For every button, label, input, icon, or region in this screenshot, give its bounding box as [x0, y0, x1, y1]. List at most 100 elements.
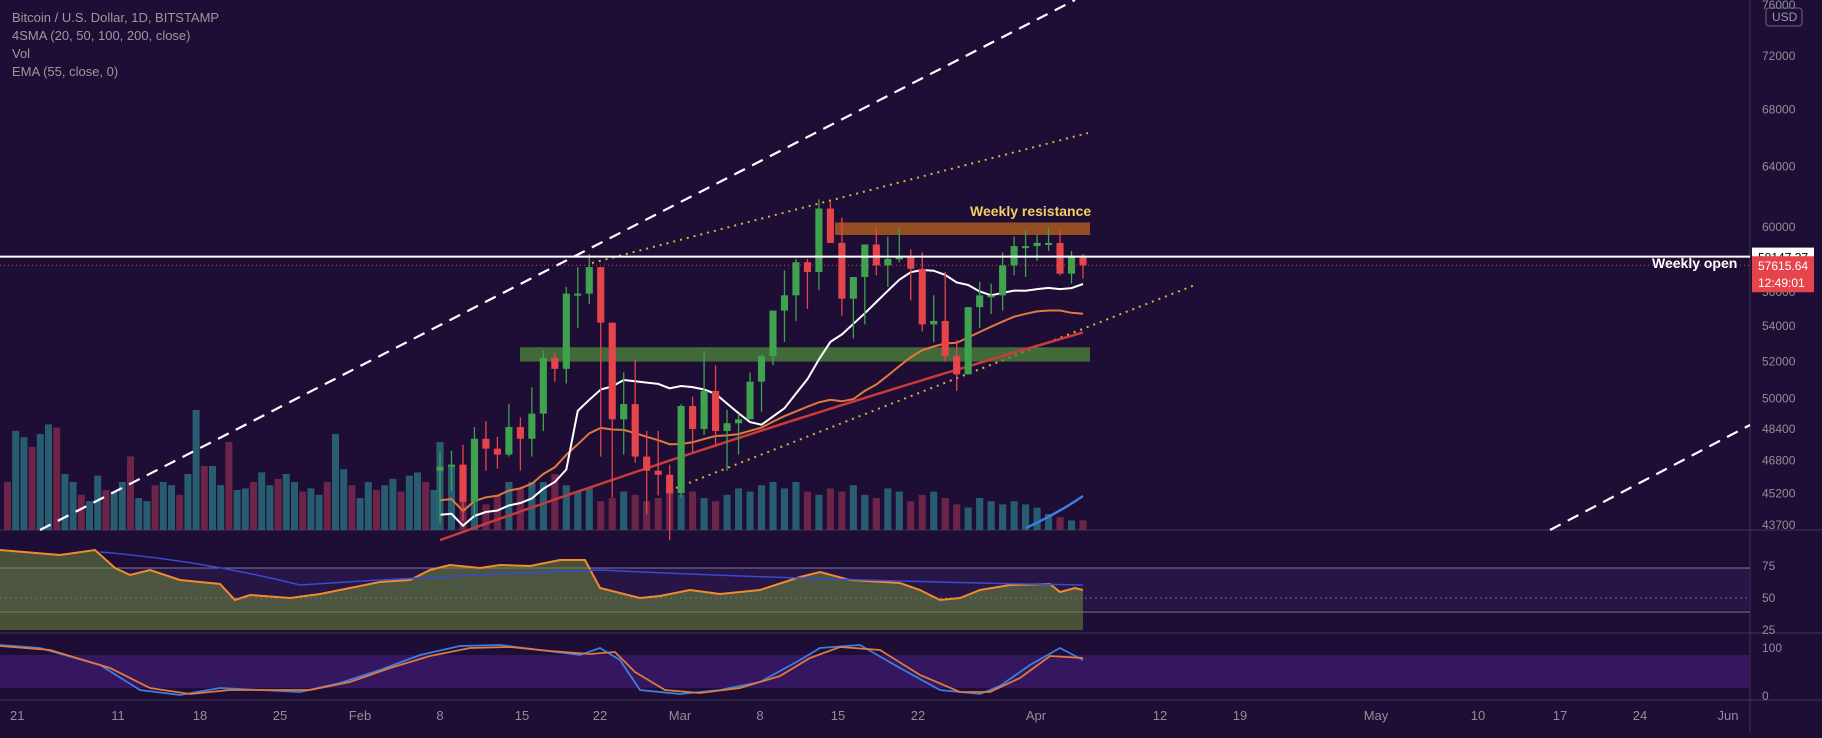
volume-bar: [562, 485, 570, 530]
sma-20-line: [439, 268, 1084, 528]
stoch-k-line: [0, 644, 1084, 696]
volume-bar: [677, 494, 685, 530]
stoch-tick-label: 0: [1762, 689, 1769, 703]
volume-bar: [266, 485, 274, 530]
candle-body: [895, 257, 903, 260]
candle-body: [987, 295, 995, 298]
candle-body: [551, 357, 559, 369]
sma-legend[interactable]: 4SMA (20, 50, 100, 200, close): [12, 28, 191, 43]
volume-bar: [918, 494, 926, 530]
candle-body: [654, 470, 662, 475]
candle-body: [643, 456, 651, 471]
stoch-d-line: [0, 645, 1084, 695]
current-price-tag: [1752, 256, 1814, 293]
volume-ma-line: [1025, 494, 1084, 530]
volume-legend[interactable]: Vol: [12, 46, 31, 61]
volume-bar: [1044, 514, 1053, 530]
volume-bar: [102, 490, 110, 530]
price-tick-label: 52000: [1762, 355, 1796, 369]
volume-bar: [792, 482, 800, 530]
volume-bar: [69, 482, 77, 530]
volume-bar: [551, 474, 559, 530]
rsi-tick-label: 75: [1762, 559, 1776, 573]
countdown-text: 12:49:01: [1758, 276, 1805, 290]
candle-body: [964, 307, 972, 375]
volume-bar: [176, 494, 184, 530]
volume-bar: [608, 498, 616, 530]
volume-bar: [838, 491, 846, 530]
price-tick-label: 68000: [1762, 103, 1796, 117]
rsi-pane: 75 50 25: [0, 548, 1776, 637]
candle-body: [1056, 242, 1064, 274]
price-tick-label: 54000: [1762, 319, 1796, 333]
volume-bar: [987, 501, 995, 530]
volume-bar: [143, 501, 151, 530]
candle-body: [849, 276, 857, 299]
volume-bar: [964, 507, 972, 530]
price-tick-label: 50000: [1762, 391, 1796, 405]
time-axis[interactable]: 21 11 18 25 Feb 8 15 22 Mar 8 15 22 Apr 12 19 May 10 17 24…: [10, 708, 1738, 723]
volume-bar: [769, 482, 777, 530]
candle-body: [447, 464, 456, 467]
volume-bar: [323, 482, 331, 530]
channel-upper-dashed: [39, 0, 1076, 531]
symbol-legend[interactable]: Bitcoin / U.S. Dollar, 1D, BITSTAMP: [12, 10, 220, 25]
volume-bar: [430, 490, 438, 530]
price-tick-label: 46800: [1762, 454, 1796, 468]
volume-bar: [422, 482, 430, 530]
volume-bar: [872, 498, 880, 530]
candle-body: [585, 267, 593, 294]
volume-bar: [356, 498, 364, 530]
price-tick-label: 45200: [1762, 486, 1796, 500]
price-tick-label: 43700: [1762, 518, 1796, 532]
volume-bar: [895, 491, 903, 530]
candle-body: [780, 295, 789, 311]
price-axis[interactable]: 7600072000680006400060000560005400052000…: [1762, 0, 1796, 532]
candle-body: [941, 320, 949, 357]
volume-bar: [373, 490, 380, 530]
weekly-open-label: Weekly open: [1652, 255, 1737, 271]
volume-bar: [20, 437, 28, 530]
volume-bar: [118, 482, 126, 530]
stoch-band: [0, 655, 1750, 688]
volume-bar: [184, 474, 192, 530]
channel-lower-dashed: [1549, 424, 1751, 531]
candle-body: [689, 405, 697, 430]
candle-body: [677, 405, 685, 494]
weekly-resistance-label: Weekly resistance: [970, 203, 1091, 219]
volume-bar: [250, 482, 257, 530]
volume-bar: [712, 501, 720, 530]
volume-bar: [36, 434, 44, 530]
volume-bar: [405, 475, 413, 530]
volume-bar: [815, 494, 823, 530]
volume-bar: [127, 456, 134, 530]
time-tick-label: 24: [1633, 708, 1647, 723]
volume-bar: [340, 469, 348, 530]
volume-bar: [976, 498, 984, 530]
volume-bar: [348, 485, 356, 530]
candle-body: [459, 464, 467, 502]
candle-body: [482, 438, 490, 449]
stoch-pane: 100 0: [0, 641, 1782, 703]
candle-body: [1044, 242, 1053, 245]
volume-bar: [135, 498, 143, 530]
candle-body: [1067, 255, 1076, 274]
volume-bar: [700, 498, 708, 530]
volume-bar: [86, 501, 93, 530]
volume-bar: [291, 482, 298, 530]
volume-bar: [999, 504, 1007, 530]
dotted-trend-lower: [675, 284, 1196, 489]
volume-bar: [53, 427, 61, 530]
volume-bar: [803, 491, 811, 530]
ema-legend[interactable]: EMA (55, close, 0): [12, 64, 119, 79]
volume-bar: [192, 410, 200, 530]
volume-bar: [282, 474, 290, 530]
volume-bar: [1033, 507, 1041, 530]
volume-bar: [447, 466, 456, 530]
time-tick-label: 17: [1553, 708, 1567, 723]
rsi-tick-label: 25: [1762, 623, 1776, 637]
time-tick-label: 25: [273, 708, 287, 723]
volume-bar: [930, 491, 938, 530]
volume-bar: [620, 491, 628, 530]
